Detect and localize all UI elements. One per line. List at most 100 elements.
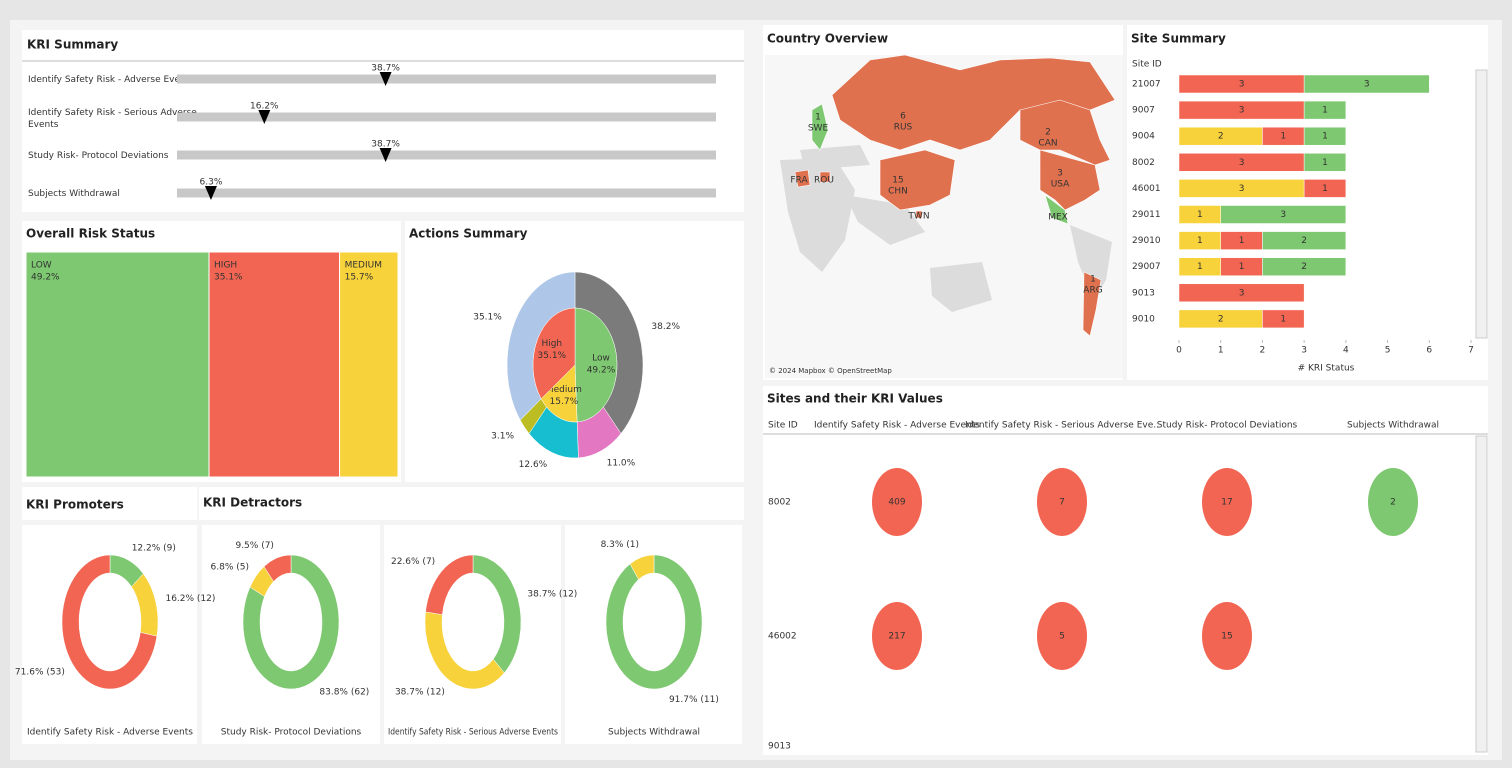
circle-label: 15 <box>1221 632 1232 642</box>
bar-segment <box>1303 153 1347 172</box>
value-label: 38.7% <box>371 64 400 74</box>
country <box>794 169 811 188</box>
donut-caption: Study Risk- Protocol Deviations <box>221 728 362 738</box>
chart-title: Sites and their KRI Values <box>767 392 943 406</box>
bar-label: 2 <box>1301 236 1307 246</box>
inner-slice <box>574 307 618 423</box>
circle-label: 5 <box>1059 632 1065 642</box>
inner-value: 15.7% <box>550 397 579 407</box>
bullet-track <box>177 112 716 122</box>
country <box>915 210 923 219</box>
donut-label: 9.5% (7) <box>235 541 273 551</box>
value-label: 6.3% <box>200 178 223 188</box>
y-tick-label: 46001 <box>1132 184 1161 194</box>
cell-value: 15.7% <box>345 273 374 283</box>
country <box>819 171 831 183</box>
country-label: RUS <box>894 123 913 133</box>
land <box>930 262 992 312</box>
bullet-track <box>177 74 716 84</box>
country-value: 1 <box>1090 275 1096 285</box>
bar-segment <box>1303 126 1347 146</box>
country-label: ARG <box>1083 286 1102 296</box>
inner-label: Low <box>592 354 610 364</box>
y-tick-label: 29010 <box>1132 236 1161 246</box>
x-tick-label: 3 <box>1301 346 1307 356</box>
chart-title: KRI Promoters <box>26 498 124 512</box>
value-label: 38.7% <box>371 140 400 150</box>
donut-label: 6.8% (5) <box>211 562 249 572</box>
inner-value: 35.1% <box>538 351 567 361</box>
donut-label: 71.6% (53) <box>15 668 65 678</box>
chart-title: KRI Detractors <box>203 496 302 510</box>
donut-slice <box>263 554 292 582</box>
donut-caption: Identify Safety Risk - Serious Adverse E… <box>388 728 558 738</box>
y-tick-label: 21007 <box>1132 80 1161 90</box>
bullet-marker <box>258 110 271 124</box>
panel <box>763 386 1488 755</box>
cell-label: LOW <box>31 261 52 271</box>
treemap-cell <box>25 251 210 478</box>
scrollbar[interactable] <box>1475 435 1488 753</box>
donut-caption: Subjects Withdrawal <box>608 728 700 738</box>
country-value: 6 <box>900 112 906 122</box>
donut-slice <box>242 554 340 690</box>
bar-label: 3 <box>1280 210 1286 220</box>
y-tick-label: 9007 <box>1132 106 1155 116</box>
circle-label: 217 <box>888 632 905 642</box>
x-tick-label: 6 <box>1426 346 1432 356</box>
country-label: FRA <box>790 176 808 186</box>
country-label: SWE <box>808 124 829 134</box>
table-body: 8002 409 7 17 2 46002 217 5 15 9013 <box>768 468 1418 752</box>
land <box>1070 225 1112 300</box>
column-header: Study Risk- Protocol Deviations <box>1157 421 1298 431</box>
bullet-marker <box>379 72 392 86</box>
bar-label: 3 <box>1239 106 1245 116</box>
bar-segment <box>1262 231 1347 250</box>
value-circle <box>872 602 922 670</box>
panel <box>22 487 197 520</box>
column-header: Identify Safety Risk - Adverse Events <box>814 421 980 431</box>
outer-label: 35.1% <box>473 313 502 323</box>
donut-label: 22.6% (7) <box>391 557 435 567</box>
bar-segment <box>1220 205 1347 224</box>
cell-value: 35.1% <box>214 273 243 283</box>
bar-segment <box>1303 100 1347 120</box>
panel <box>199 487 744 520</box>
row-label: Identify Safety Risk - Adverse Events <box>28 75 194 85</box>
country-label: ROU <box>814 176 834 186</box>
bar-label: 2 <box>1301 262 1307 272</box>
cell-label: HIGH <box>214 261 237 271</box>
value-circle <box>1202 468 1252 536</box>
outer-label: 38.2% <box>651 322 680 332</box>
y-tick-label: 29007 <box>1132 262 1161 272</box>
chart-title: Site Summary <box>1131 32 1226 46</box>
bar-label: 1 <box>1197 210 1203 220</box>
value-circle <box>1037 602 1087 670</box>
column-header: Subjects Withdrawal <box>1347 421 1439 431</box>
circle-label: 7 <box>1059 498 1065 508</box>
donut-label: 83.8% (62) <box>319 687 369 697</box>
x-tick-label: 4 <box>1343 346 1349 356</box>
country-value: 3 <box>1057 169 1063 179</box>
row-label: 8002 <box>768 498 791 508</box>
bar-label: 2 <box>1218 132 1224 142</box>
bar-label: 1 <box>1239 262 1245 272</box>
bullet-marker <box>379 148 392 162</box>
row-label: 9013 <box>768 742 791 752</box>
x-tick-label: 1 <box>1218 346 1224 356</box>
scrollbar[interactable] <box>1475 69 1488 339</box>
donut-slice <box>605 554 703 690</box>
bar-label: 1 <box>1322 184 1328 194</box>
row-label: Identify Safety Risk - Serious Adverse E… <box>28 108 200 130</box>
outer-label: 3.1% <box>491 431 514 441</box>
bar-label: 3 <box>1239 288 1245 298</box>
country-value: 15 <box>892 176 903 186</box>
bar-segment <box>1262 309 1305 329</box>
donut-label: 38.7% (12) <box>395 687 445 697</box>
cell-label: MEDIUM <box>345 261 382 271</box>
y-axis-title: Site ID <box>1132 60 1162 70</box>
donut-label: 8.3% (1) <box>601 540 639 550</box>
country <box>1044 194 1069 225</box>
inner-label: Medium <box>546 385 582 395</box>
treemap-cell <box>208 251 341 478</box>
